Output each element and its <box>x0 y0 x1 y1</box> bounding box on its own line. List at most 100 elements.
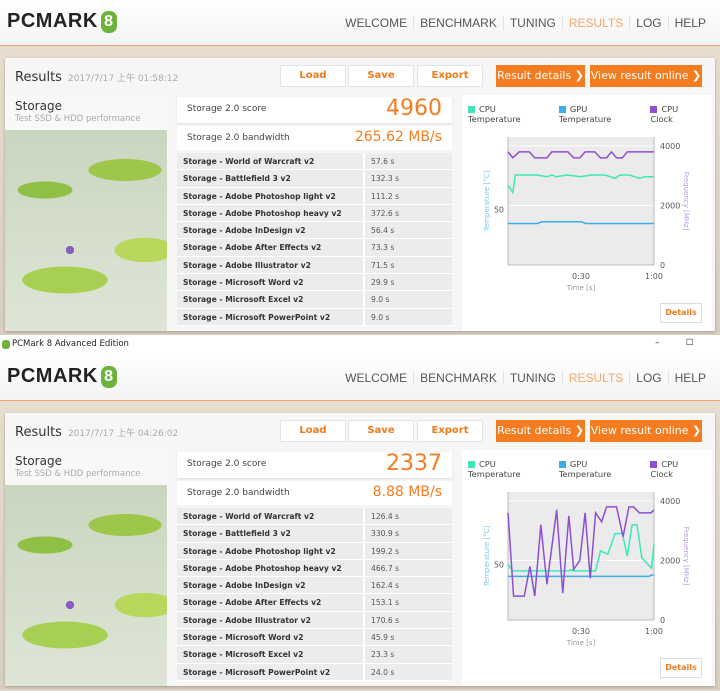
nav-results[interactable]: RESULTS <box>561 371 629 385</box>
details-button[interactable]: Details <box>660 303 702 323</box>
series-line-cpu-temperature <box>507 524 655 572</box>
table-row: Storage - Adobe Photoshop light v2 111.2 … <box>177 187 452 205</box>
series-line-cpu-temperature <box>507 174 654 195</box>
subtest-time: 111.2 s <box>371 191 400 201</box>
nav-log[interactable]: LOG <box>629 16 667 30</box>
result-details-button[interactable]: Result details ❯ <box>496 65 585 87</box>
legend-item[interactable]: CPU Temperature <box>468 459 549 479</box>
results-card: Results 2017/7/17 上午 04:26:02 Load Save Expo… <box>5 413 715 686</box>
y2-tick-label: 2000 <box>660 201 680 210</box>
nav-welcome[interactable]: WELCOME <box>345 16 408 30</box>
monitoring-panel: CPU Temperature GPU Temperature CPU Clock 0… <box>462 95 712 331</box>
table-row: Storage - Microsoft PowerPoint v2 24.0 s <box>177 663 452 681</box>
load-button[interactable]: Load <box>280 65 346 87</box>
monitoring-panel: CPU Temperature GPU Temperature CPU Clock 0… <box>462 450 712 686</box>
bandwidth-label: Storage 2.0 bandwidth <box>187 133 290 143</box>
bandwidth-box: Storage 2.0 bandwidth 8.88 MB/s <box>177 481 452 505</box>
export-button[interactable]: Export <box>417 65 483 87</box>
result-details-button[interactable]: Result details ❯ <box>496 420 585 442</box>
score-box: Storage 2.0 score 2337 <box>177 451 452 478</box>
subtest-name: Storage - World of Warcraft v2 <box>177 153 365 170</box>
subtest-time: 199.2 s <box>371 546 400 556</box>
score-value: 4960 <box>386 96 442 121</box>
table-row: Storage - Microsoft Excel v2 23.3 s <box>177 646 452 664</box>
subtest-time: 57.6 s <box>371 157 395 166</box>
table-row: Storage - Microsoft PowerPoint v2 9.0 s <box>177 308 452 326</box>
series-line-cpu-clock <box>507 150 654 159</box>
subtest-name: Storage - Adobe Photoshop heavy v2 <box>177 204 365 222</box>
nav-results[interactable]: RESULTS <box>561 16 629 30</box>
subtest-time: 24.0 s <box>371 667 395 677</box>
results-title: Results 2017/7/17 上午 04:26:02 <box>15 425 178 440</box>
subtest-table: Storage - World of Warcraft v2 57.6 s Stor… <box>177 153 452 326</box>
subtest-time: 466.7 s <box>371 563 400 573</box>
results-window-2: PCMARK 8 WELCOME BENCHMARK TUNING RESULTS LOG H… <box>0 355 720 690</box>
sensor-chart: 0:30 1:00 Time [s] 50 4000 2000 0 Temperature [… <box>483 492 690 647</box>
subtest-time: 73.3 s <box>371 243 395 253</box>
y-axis-title: Temperature [°C] <box>483 171 491 233</box>
subtest-name: Storage - Battlefield 3 v2 <box>177 525 365 542</box>
nav-log[interactable]: LOG <box>629 371 667 385</box>
legend-item[interactable]: CPU Clock <box>650 104 702 124</box>
subtest-time: 9.0 s <box>371 295 390 305</box>
table-row: Storage - Battlefield 3 v2 132.3 s <box>177 170 452 188</box>
view-result-online-button[interactable]: View result online ❯ <box>590 420 702 442</box>
table-row: Storage - Microsoft Word v2 45.9 s <box>177 629 452 647</box>
nav-help[interactable]: HELP <box>667 16 712 30</box>
load-button[interactable]: Load <box>280 420 346 442</box>
legend-item[interactable]: CPU Clock <box>650 459 702 479</box>
legend-item[interactable]: CPU Temperature <box>468 104 549 124</box>
bandwidth-value: 8.88 MB/s <box>372 484 442 500</box>
save-button[interactable]: Save <box>348 65 414 87</box>
plot-area <box>508 137 654 265</box>
subtest-time: 56.4 s <box>371 226 395 236</box>
save-button[interactable]: Save <box>348 420 414 442</box>
results-heading: Results <box>15 70 62 85</box>
nav-welcome[interactable]: WELCOME <box>345 371 408 385</box>
test-image <box>5 130 167 331</box>
subtest-name: Storage - Microsoft Word v2 <box>177 274 365 291</box>
y-tick-label: 50 <box>494 561 504 570</box>
nav-tuning[interactable]: TUNING <box>502 371 562 385</box>
subtest-name: Storage - Battlefield 3 v2 <box>177 170 365 187</box>
y2-axis-title: Frequency [MHz] <box>682 527 690 586</box>
nav-tuning[interactable]: TUNING <box>502 16 562 30</box>
main-nav: WELCOME BENCHMARK TUNING RESULTS LOG HELP <box>339 371 712 385</box>
nav-benchmark[interactable]: BENCHMARK <box>413 16 503 30</box>
subtest-time: 162.4 s <box>371 581 400 591</box>
details-button[interactable]: Details <box>660 658 702 678</box>
x-tick-label: 0:30 <box>572 627 590 636</box>
logo-text: PCMARK <box>7 10 98 32</box>
legend-label: CPU Temperature <box>468 104 521 124</box>
chart-legend: CPU Temperature GPU Temperature CPU Clock <box>468 104 712 124</box>
subtest-time: 9.0 s <box>371 312 390 322</box>
table-row: Storage - World of Warcraft v2 126.4 s <box>177 508 452 526</box>
test-name: Storage <box>15 454 62 468</box>
nav-help[interactable]: HELP <box>667 371 712 385</box>
nav-benchmark[interactable]: BENCHMARK <box>413 371 503 385</box>
export-button[interactable]: Export <box>417 420 483 442</box>
app-icon <box>2 340 10 349</box>
test-info: Storage Test SSD & HDD performance <box>5 95 167 331</box>
x-axis-title: Time [s] <box>566 284 596 292</box>
subtest-time: 330.9 s <box>371 529 400 539</box>
subtest-name: Storage - Adobe InDesign v2 <box>177 577 365 594</box>
view-result-online-button[interactable]: View result online ❯ <box>590 65 702 87</box>
legend-item[interactable]: GPU Temperature <box>558 459 640 479</box>
series-line-gpu-temperature <box>508 574 654 578</box>
subtest-name: Storage - Adobe After Effects v2 <box>177 239 365 256</box>
maximize-button[interactable]: ☐ <box>686 338 694 348</box>
logo-text: PCMARK <box>7 365 98 387</box>
result-date: 2017/7/17 上午 01:58:12 <box>67 74 179 84</box>
legend-item[interactable]: GPU Temperature <box>558 104 640 124</box>
subtest-name: Storage - Adobe Illustrator v2 <box>177 256 365 274</box>
subtest-time: 132.3 s <box>371 174 400 184</box>
table-row: Storage - Adobe Illustrator v2 170.6 s <box>177 611 452 630</box>
subtest-name: Storage - Microsoft PowerPoint v2 <box>177 308 365 325</box>
subtest-name: Storage - Microsoft Word v2 <box>177 629 365 646</box>
legend-swatch <box>468 106 475 113</box>
table-row: Storage - Adobe Illustrator v2 71.5 s <box>177 256 452 275</box>
table-row: Storage - Adobe Photoshop heavy v2 466.7 … <box>177 559 452 578</box>
window-title: PCMark 8 Advanced Edition <box>12 339 129 349</box>
minimize-button[interactable]: – <box>655 338 660 348</box>
